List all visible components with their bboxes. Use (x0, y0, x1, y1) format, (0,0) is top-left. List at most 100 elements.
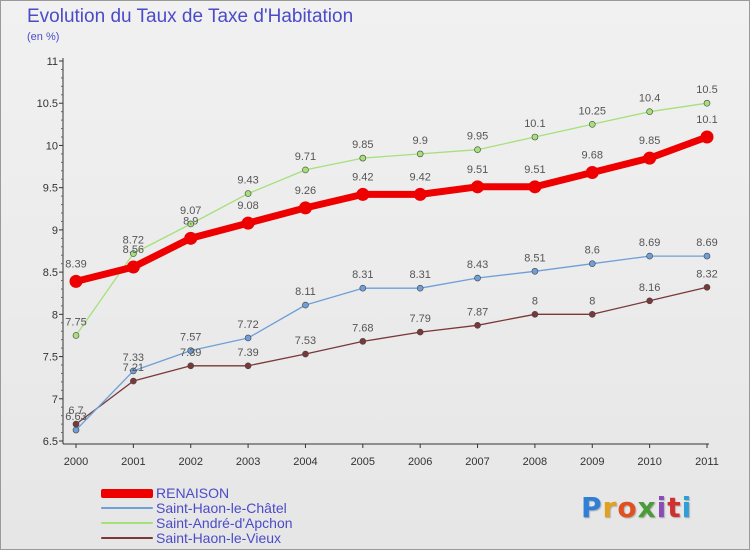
x-tick-label: 2002 (178, 456, 202, 468)
data-label-saint-haon-le-chatel: 8.31 (409, 269, 430, 281)
data-label-saint-haon-le-vieux: 7.68 (352, 322, 373, 334)
data-label-renaison: 9.42 (352, 171, 373, 183)
series-line-saint-haon-le-vieux (75, 286, 708, 425)
data-label-saint-haon-le-chatel: 7.57 (180, 332, 201, 344)
data-label-saint-haon-le-vieux: 8 (532, 295, 538, 307)
data-point-saint-haon-le-chatel (187, 347, 195, 354)
y-tick-label: 6.5 (43, 436, 58, 448)
data-label-saint-haon-le-vieux: 8.32 (696, 268, 717, 280)
data-point-renaison (298, 201, 312, 215)
data-label-renaison: 9.51 (524, 164, 545, 176)
data-label-saint-haon-le-vieux: 7.39 (180, 347, 201, 359)
legend-label-saint-andre-d-apchon: Saint-André-d'Apchon (156, 515, 293, 531)
data-label-saint-haon-le-vieux: 7.21 (123, 362, 144, 374)
data-point-saint-haon-le-chatel (703, 252, 711, 260)
data-label-saint-andre-d-apchon: 9.43 (237, 175, 258, 187)
data-point-saint-andre-d-apchon (244, 190, 252, 197)
data-label-saint-haon-le-chatel: 8.31 (352, 269, 373, 281)
data-label-renaison: 8.9 (183, 215, 198, 227)
x-tick-label: 2001 (121, 456, 145, 468)
data-label-renaison: 9.51 (467, 164, 488, 176)
data-point-saint-haon-le-chatel (72, 426, 80, 434)
legend-label-saint-haon-le-chatel: Saint-Haon-le-Châtel (156, 500, 287, 516)
data-label-saint-haon-le-vieux: 7.79 (409, 313, 430, 325)
data-label-saint-haon-le-vieux: 7.87 (467, 306, 488, 318)
data-label-saint-haon-le-chatel: 8.51 (524, 252, 545, 264)
legend-item-saint-haon-le-chatel: Saint-Haon-le-Châtel (101, 500, 401, 516)
data-label-saint-haon-le-chatel: 7.33 (123, 352, 144, 364)
data-point-renaison (528, 180, 542, 194)
y-tick-label: 7.5 (43, 352, 58, 364)
y-tick-label: 10.5 (37, 98, 58, 110)
data-label-saint-andre-d-apchon: 10.1 (524, 118, 545, 130)
series-line-renaison (72, 133, 711, 285)
data-point-saint-andre-d-apchon (302, 166, 309, 174)
data-label-saint-andre-d-apchon: 8.72 (123, 235, 144, 247)
data-label-renaison: 10.1 (696, 114, 717, 126)
data-point-saint-haon-le-vieux (474, 322, 481, 329)
y-tick-label: 10 (46, 140, 58, 152)
data-point-saint-haon-le-vieux (130, 377, 137, 385)
y-tick-label: 8.5 (43, 267, 58, 279)
series-line-saint-andre-d-apchon (75, 102, 708, 337)
data-point-saint-haon-le-chatel (588, 260, 596, 267)
data-point-saint-andre-d-apchon (359, 154, 367, 162)
data-point-saint-haon-le-chatel (244, 334, 252, 342)
data-label-saint-haon-le-chatel: 6.63 (65, 411, 86, 423)
data-point-saint-andre-d-apchon (130, 250, 137, 257)
proxiti-logo: Proxiti (581, 491, 693, 524)
legend-swatch-saint-haon-le-chatel (101, 507, 153, 509)
data-label-renaison: 9.68 (582, 149, 603, 161)
data-point-saint-haon-le-vieux (703, 284, 711, 291)
data-label-saint-haon-le-chatel: 7.72 (237, 319, 258, 331)
data-point-saint-haon-le-chatel (130, 367, 137, 375)
data-point-saint-andre-d-apchon (703, 99, 711, 107)
data-point-saint-haon-le-vieux (588, 311, 596, 318)
y-tick-label: 9.5 (43, 183, 58, 195)
x-tick-label: 2005 (351, 456, 375, 468)
data-point-renaison (643, 151, 657, 165)
data-label-saint-andre-d-apchon: 7.75 (65, 316, 86, 328)
data-point-renaison (241, 216, 255, 230)
chart-unit: (en %) (27, 31, 60, 43)
data-label-renaison: 9.08 (237, 200, 258, 212)
data-label-saint-andre-d-apchon: 9.9 (413, 135, 428, 147)
data-label-saint-haon-le-chatel: 8.43 (467, 259, 488, 271)
legend-swatch-saint-andre-d-apchon (101, 522, 153, 524)
data-point-renaison (700, 130, 714, 144)
data-point-saint-haon-le-vieux (646, 297, 653, 305)
x-tick-label: 2010 (637, 456, 661, 468)
data-label-saint-andre-d-apchon: 10.4 (639, 93, 660, 105)
data-label-saint-haon-le-vieux: 8.16 (639, 282, 660, 294)
data-label-saint-haon-le-chatel: 8.69 (696, 237, 717, 249)
legend-label-renaison: RENAISON (156, 485, 230, 501)
data-label-saint-haon-le-vieux: 8 (589, 295, 595, 307)
legend-swatch-renaison (101, 489, 153, 498)
y-tick-label: 11 (47, 56, 58, 68)
data-point-saint-andre-d-apchon (646, 108, 653, 115)
data-label-renaison: 9.42 (409, 171, 430, 183)
data-point-saint-andre-d-apchon (474, 146, 481, 153)
x-tick-label: 2000 (64, 456, 88, 468)
x-tick-label: 2009 (580, 456, 604, 468)
data-label-saint-andre-d-apchon: 9.71 (295, 151, 316, 163)
x-tick-label: 2008 (523, 456, 547, 468)
data-point-saint-haon-le-vieux (531, 311, 539, 318)
series-line-saint-haon-le-chatel (75, 255, 708, 431)
data-point-saint-haon-le-chatel (302, 301, 309, 309)
data-point-saint-haon-le-chatel (474, 274, 481, 282)
legend-item-saint-haon-le-vieux: Saint-Haon-le-Vieux (101, 530, 401, 546)
data-point-renaison (69, 274, 83, 288)
x-tick-label: 2011 (695, 456, 719, 468)
data-label-saint-haon-le-vieux: 6.7 (68, 405, 83, 417)
data-point-saint-haon-le-vieux (359, 338, 367, 345)
data-label-saint-andre-d-apchon: 9.95 (467, 131, 488, 143)
data-label-renaison: 8.56 (123, 244, 144, 256)
data-label-saint-haon-le-vieux: 7.53 (295, 335, 316, 347)
data-point-saint-haon-le-vieux (416, 328, 424, 336)
legend-swatch-saint-haon-le-vieux (101, 537, 153, 539)
x-tick-label: 2006 (408, 456, 432, 468)
legend-item-saint-andre-d-apchon: Saint-André-d'Apchon (101, 515, 401, 531)
data-label-saint-andre-d-apchon: 10.25 (579, 105, 607, 117)
